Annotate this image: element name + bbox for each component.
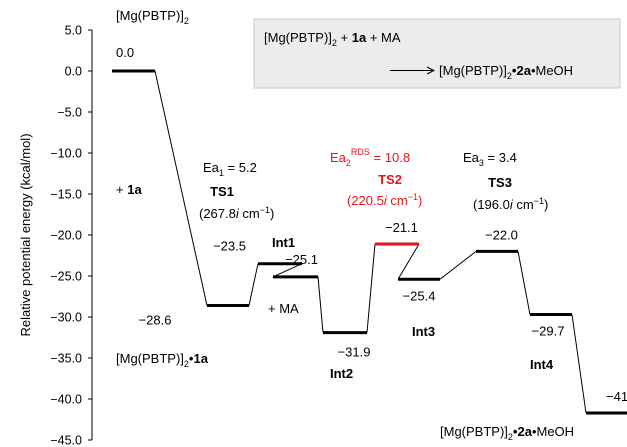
y-tick-label: 5.0 — [65, 24, 82, 38]
ts3-label: TS3 — [488, 175, 512, 190]
energy-value-0: 0.0 — [116, 45, 134, 60]
connector-3 — [272, 263, 303, 278]
y-tick-label: −20.0 — [50, 229, 82, 243]
int-1a-label: [Mg(PBTP)]2•1a — [116, 351, 209, 369]
connector-1 — [154, 70, 208, 306]
y-tick-label: 0.0 — [65, 65, 82, 79]
connector-4 — [317, 276, 324, 333]
energy-value-6: −25.4 — [403, 288, 436, 303]
int2-label: Int2 — [330, 366, 353, 381]
y-axis-ticks: 5.0 0.0 −5.0 −10.0 −15.0 −20.0 −25.0 −30.0 −35.0… — [50, 24, 92, 447]
energy-value-1: −28.6 — [139, 313, 172, 328]
reaction-box: [Mg(PBTP)]2 + 1a + MA [Mg(PBTP)]2•2a•MeO… — [253, 18, 621, 89]
energy-value-8: −29.7 — [532, 324, 565, 339]
level-connectors — [154, 70, 587, 414]
energy-value-9: −41.7 — [606, 389, 627, 404]
connector-8 — [517, 251, 531, 315]
y-tick-label: −10.0 — [50, 147, 82, 161]
energy-value-4: −31.9 — [338, 345, 371, 360]
energy-value-3: −25.1 — [285, 252, 318, 267]
energy-value-5: −21.1 — [385, 220, 418, 235]
energy-value-2: −23.5 — [213, 239, 246, 254]
energy-value-labels: 0.0 −28.6 −23.5 −25.1 −31.9 −21.1 −25.4 −22.0 −2… — [116, 45, 627, 404]
ts2-label: TS2 — [378, 172, 402, 187]
y-axis-label: Relative potential energy (kcal/mol) — [18, 133, 33, 336]
add-ma-label: + MA — [268, 301, 299, 316]
int4-label: Int4 — [530, 357, 554, 372]
connector-6 — [397, 243, 420, 280]
y-tick-label: −15.0 — [50, 188, 82, 202]
connector-9 — [571, 314, 587, 414]
start-label: [Mg(PBTP)]2 — [116, 8, 189, 26]
reaction-reactants: [Mg(PBTP)]2 + 1a + MA — [264, 30, 401, 48]
ts2-frequency: (220.5i cm−1) — [347, 192, 422, 208]
y-tick-label: −5.0 — [57, 106, 82, 120]
reaction-arrow-head — [426, 66, 436, 75]
ea2-label: Ea2RDS = 10.8 — [330, 147, 410, 168]
connector-5 — [366, 243, 376, 333]
add-1a-label: + 1a — [116, 182, 142, 197]
y-tick-label: −40.0 — [50, 393, 82, 407]
y-tick-label: −45.0 — [50, 434, 82, 447]
y-tick-label: −30.0 — [50, 311, 82, 325]
y-tick-label: −35.0 — [50, 352, 82, 366]
connector-2 — [248, 263, 259, 306]
ts1-label: TS1 — [210, 184, 234, 199]
ts1-frequency: (267.8i cm−1) — [199, 205, 274, 221]
ea3-label: Ea3 = 3.4 — [463, 150, 517, 168]
ea1-label: Ea1 = 5.2 — [203, 160, 257, 178]
product-label: [Mg(PBTP)]2•2a•MeOH — [440, 424, 574, 442]
int1-label: Int1 — [272, 235, 295, 250]
ts3-frequency: (196.0i cm−1) — [473, 196, 548, 212]
energy-levels — [112, 69, 627, 415]
y-tick-label: −25.0 — [50, 270, 82, 284]
energy-value-7: −22.0 — [485, 227, 518, 242]
int3-label: Int3 — [412, 324, 435, 339]
connector-7 — [439, 251, 477, 280]
reaction-products: [Mg(PBTP)]2•2a•MeOH — [439, 63, 573, 81]
